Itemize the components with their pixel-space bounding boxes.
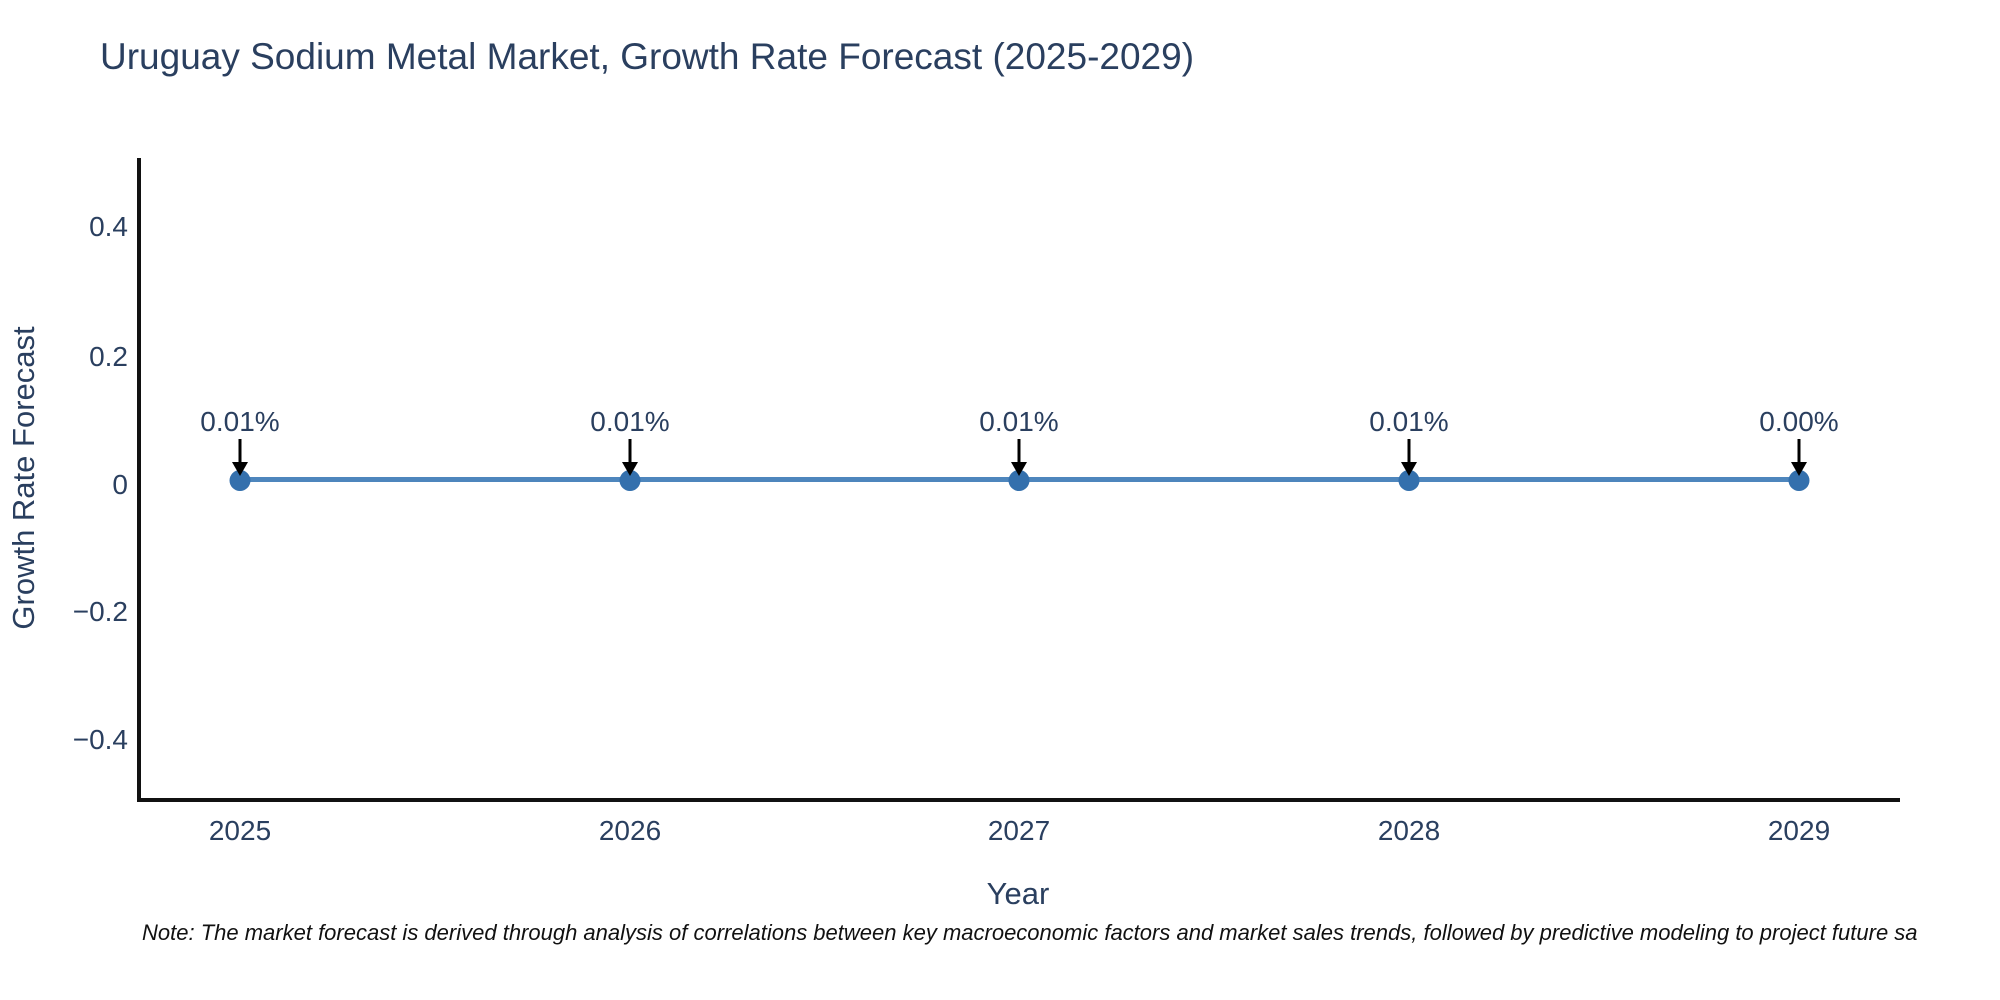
annotation-arrow-stem [1407, 439, 1411, 463]
chart-title: Uruguay Sodium Metal Market, Growth Rate… [100, 36, 1195, 77]
annotation-value-2029: 0.00% [1759, 406, 1839, 437]
annotation-value-2027: 0.01% [979, 406, 1059, 437]
annotation-value-2026: 0.01% [590, 406, 670, 437]
annotation-arrowhead-icon [232, 462, 248, 476]
annotation-arrowhead-icon [1791, 462, 1807, 476]
y-tick-0.2: 0.2 [89, 341, 128, 372]
y-tick-0: 0 [112, 469, 128, 500]
annotation-arrowhead-icon [1011, 462, 1027, 476]
y-tick-neg0.4: −0.4 [72, 724, 128, 755]
annotation-arrow-stem [1017, 439, 1021, 463]
annotation-arrowhead-icon [1401, 462, 1417, 476]
y-axis-spine [137, 158, 141, 802]
annotation-value-2025: 0.01% [200, 406, 280, 437]
annotation-arrowhead-icon [622, 462, 638, 476]
x-tick-2029: 2029 [1767, 815, 1831, 846]
x-tick-2026: 2026 [598, 815, 662, 846]
x-tick-2028: 2028 [1377, 815, 1441, 846]
annotation-arrow-stem [1797, 439, 1801, 463]
annotation-arrow-stem [628, 439, 632, 463]
annotation-value-2028: 0.01% [1369, 406, 1449, 437]
x-tick-2025: 2025 [208, 815, 272, 846]
x-axis-spine [137, 798, 1900, 802]
footnote: Note: The market forecast is derived thr… [142, 920, 1918, 945]
y-tick-neg0.2: −0.2 [72, 596, 128, 627]
x-axis-title: Year [986, 876, 1050, 911]
annotation-arrow-stem [238, 439, 242, 463]
x-tick-2027: 2027 [987, 815, 1051, 846]
y-tick-0.4: 0.4 [89, 211, 128, 242]
